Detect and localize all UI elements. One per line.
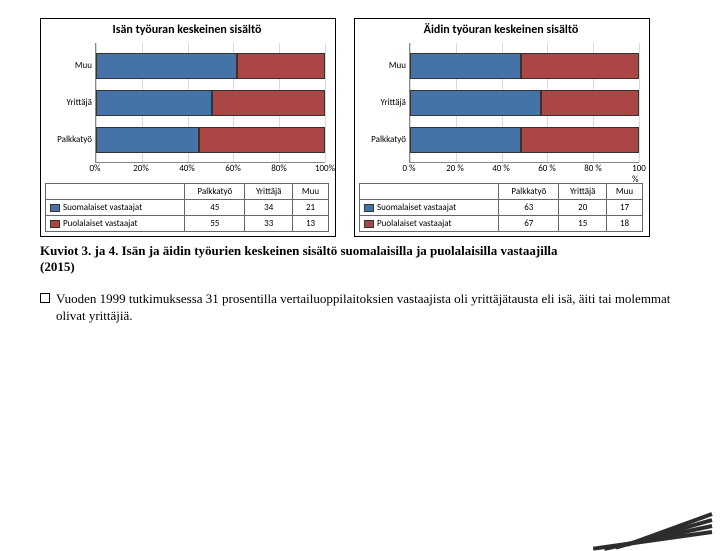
charts-row: Isän työuran keskeinen sisältö MuuYrittä… [40, 18, 680, 237]
legend-value: 13 [293, 216, 329, 232]
legend-col-header: Palkkatyö [185, 184, 245, 200]
legend-series-label: Puolalaiset vastaajat [360, 216, 499, 232]
caption-line: (2015) [40, 259, 75, 274]
legend-col-header: Palkkatyö [499, 184, 559, 200]
legend-swatch [364, 220, 374, 228]
legend-value: 17 [607, 200, 643, 216]
legend-table: PalkkatyöYrittäjäMuu Suomalaiset vastaaja… [45, 183, 329, 232]
legend-table: PalkkatyöYrittäjäMuu Suomalaiset vastaaja… [359, 183, 643, 232]
gridline [325, 43, 326, 162]
x-tick-label: 60% [225, 163, 241, 174]
bar-segment [96, 90, 212, 116]
x-tick-label: 20% [133, 163, 149, 174]
bar-group: Yrittäjä [410, 89, 639, 117]
legend-series-label: Suomalaiset vastaajat [360, 200, 499, 216]
legend-value: 67 [499, 216, 559, 232]
category-label: Muu [42, 52, 92, 80]
bar-segment [521, 53, 639, 79]
legend-value: 15 [559, 216, 607, 232]
legend-swatch [364, 204, 374, 212]
legend-value: 21 [293, 200, 329, 216]
x-tick-label: 80 % [584, 163, 602, 174]
legend-value: 63 [499, 200, 559, 216]
bullet-paragraph: Vuoden 1999 tutkimuksessa 31 prosentilla… [40, 290, 680, 325]
x-tick-label: 100 % [632, 163, 646, 185]
category-label: Yrittäjä [356, 89, 406, 117]
legend-series-label: Suomalaiset vastaajat [46, 200, 185, 216]
legend-value: 33 [245, 216, 293, 232]
chart-title: Äidin työuran keskeinen sisältö [359, 23, 643, 37]
x-axis-ticks: 0 %20 %40 %60 %80 %100 % [409, 163, 639, 177]
bar-segment [96, 53, 237, 79]
chart-title: Isän työuran keskeinen sisältö [45, 23, 329, 37]
x-tick-label: 100% [315, 163, 335, 174]
plot-area: Muu Yrittäjä Palkkatyö [95, 43, 325, 163]
legend-col-header: Yrittäjä [559, 184, 607, 200]
bar-segment [96, 127, 199, 153]
bar-group: Yrittäjä [96, 89, 325, 117]
category-label: Yrittäjä [42, 89, 92, 117]
gridline [639, 43, 640, 162]
legend-col-header: Yrittäjä [245, 184, 293, 200]
legend-swatch [50, 204, 60, 212]
bar-segment [410, 127, 521, 153]
category-label: Palkkatyö [42, 126, 92, 154]
category-label: Palkkatyö [356, 126, 406, 154]
slide: Isän työuran keskeinen sisältö MuuYrittä… [0, 0, 720, 540]
bar-group: Palkkatyö [410, 126, 639, 154]
bar-group: Muu [410, 52, 639, 80]
bar-group: Palkkatyö [96, 126, 325, 154]
x-tick-label: 40 % [492, 163, 510, 174]
bar-segment [541, 90, 639, 116]
legend-series-label: Puolalaiset vastaajat [46, 216, 185, 232]
bar-segment [212, 90, 325, 116]
x-tick-label: 0 % [402, 163, 415, 174]
square-bullet-icon [40, 293, 50, 303]
bar-segment [410, 90, 541, 116]
legend-value: 45 [185, 200, 245, 216]
chart-father: Isän työuran keskeinen sisältö MuuYrittä… [40, 18, 336, 237]
bar-segment [237, 53, 325, 79]
x-tick-label: 0% [90, 163, 101, 174]
x-tick-label: 20 % [446, 163, 464, 174]
legend-swatch [50, 220, 60, 228]
legend-value: 34 [245, 200, 293, 216]
category-label: Muu [356, 52, 406, 80]
x-axis-ticks: 0%20%40%60%80%100% [95, 163, 325, 177]
legend-value: 18 [607, 216, 643, 232]
bar-segment [199, 127, 325, 153]
chart-mother: Äidin työuran keskeinen sisältö MuuYritt… [354, 18, 650, 237]
plot-area: Muu Yrittäjä Palkkatyö [409, 43, 639, 163]
legend-col-header: Muu [293, 184, 329, 200]
bar-group: Muu [96, 52, 325, 80]
corner-decoration [592, 494, 712, 534]
x-tick-label: 60 % [538, 163, 556, 174]
bar-segment [521, 127, 639, 153]
bar-segment [410, 53, 521, 79]
x-tick-label: 40% [179, 163, 195, 174]
legend-value: 20 [559, 200, 607, 216]
caption-line: Kuviot 3. ja 4. Isän ja äidin työurien k… [40, 243, 558, 258]
legend-col-header: Muu [607, 184, 643, 200]
bullet-text: Vuoden 1999 tutkimuksessa 31 prosentilla… [56, 290, 680, 325]
legend-value: 55 [185, 216, 245, 232]
x-tick-label: 80% [271, 163, 287, 174]
figure-caption: Kuviot 3. ja 4. Isän ja äidin työurien k… [40, 243, 680, 276]
